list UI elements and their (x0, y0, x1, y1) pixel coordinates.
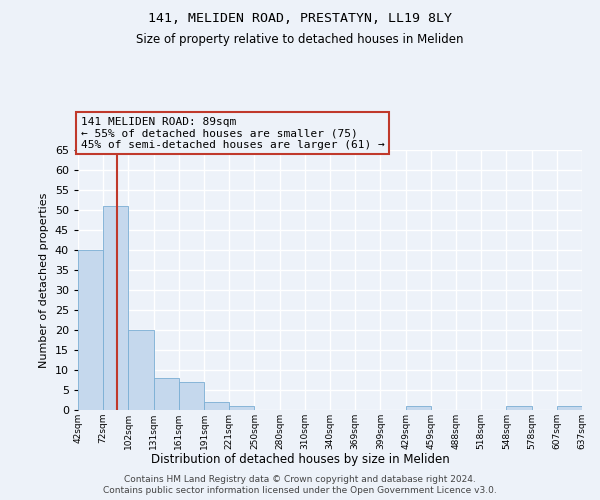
Bar (204, 402, 229, 410)
Text: 141, MELIDEN ROAD, PRESTATYN, LL19 8LY: 141, MELIDEN ROAD, PRESTATYN, LL19 8LY (148, 12, 452, 26)
Bar (557, 406, 582, 410)
Text: Distribution of detached houses by size in Meliden: Distribution of detached houses by size … (151, 452, 449, 466)
Text: Size of property relative to detached houses in Meliden: Size of property relative to detached ho… (136, 32, 464, 46)
Bar (179, 382, 204, 410)
Bar (229, 406, 254, 410)
Bar (78, 250, 103, 410)
Bar (128, 330, 154, 410)
Text: Contains HM Land Registry data © Crown copyright and database right 2024.: Contains HM Land Registry data © Crown c… (124, 475, 476, 484)
Text: 141 MELIDEN ROAD: 89sqm
← 55% of detached houses are smaller (75)
45% of semi-de: 141 MELIDEN ROAD: 89sqm ← 55% of detache… (80, 117, 384, 150)
Bar (154, 378, 179, 410)
Bar (406, 406, 431, 410)
Bar (103, 206, 128, 410)
Text: Contains public sector information licensed under the Open Government Licence v3: Contains public sector information licen… (103, 486, 497, 495)
Bar (506, 406, 532, 410)
Y-axis label: Number of detached properties: Number of detached properties (39, 192, 49, 368)
